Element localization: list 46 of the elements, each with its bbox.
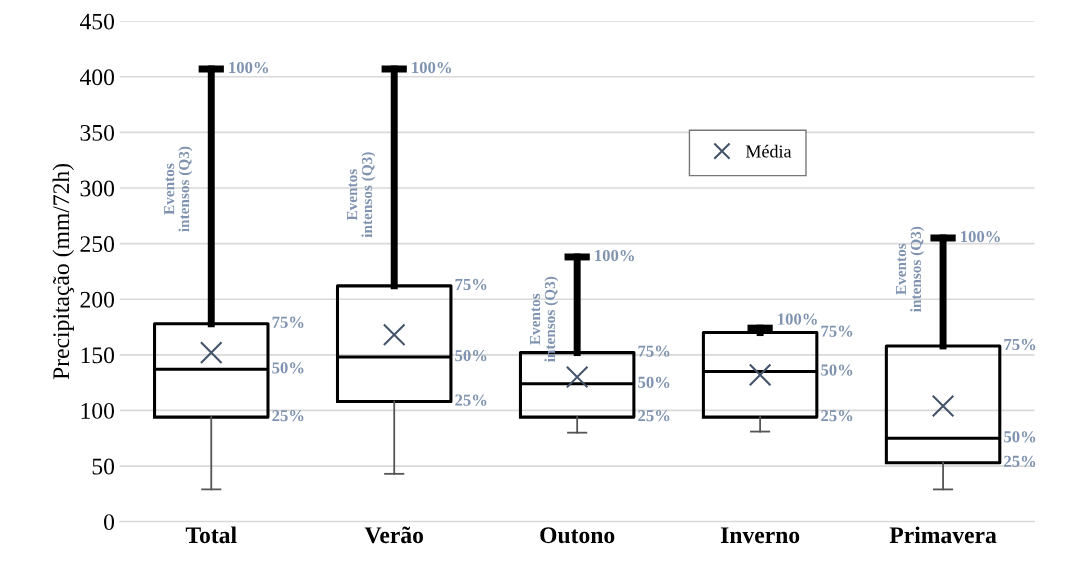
annotation: 50% [272, 362, 304, 374]
annotation: 50% [638, 376, 670, 388]
annotation: 25% [1004, 455, 1036, 467]
y-tick-label: 250 [80, 236, 115, 253]
annotation: Eventos intensos (Q3) [347, 152, 376, 238]
y-tick-label: 300 [80, 180, 115, 197]
x-tick-label: Inverno [720, 527, 800, 544]
annotation: 100% [961, 230, 1000, 243]
annotation: 75% [638, 345, 670, 357]
x-tick-label: Verão [364, 526, 424, 544]
y-tick-label: 450 [79, 13, 115, 30]
y-tick-label: 150 [81, 347, 115, 364]
annotation: Eventos intensos (Q3) [895, 226, 925, 312]
annotation: Eventos intensos (Q3) [530, 276, 559, 362]
annotation: 100% [229, 61, 269, 74]
annotation: 100% [778, 313, 817, 325]
annotation: 50% [1004, 431, 1036, 443]
annotation: 25% [638, 410, 670, 422]
annotation: 25% [821, 410, 853, 422]
point [565, 365, 589, 389]
annotation: 25% [455, 394, 487, 406]
annotation: 50% [455, 349, 487, 362]
y-axis-title: Precipitação (mm/72h) [52, 163, 74, 380]
x-tick-label: Primavera [889, 526, 997, 544]
x-tick-label: Total [185, 526, 237, 544]
point [199, 341, 223, 364]
annotation: Eventos intensos (Q3) [164, 146, 193, 232]
annotation: 75% [821, 325, 853, 337]
annotation: 50% [821, 364, 853, 376]
y-tick-label: 50 [92, 458, 115, 475]
y-tick-label: 200 [80, 291, 115, 308]
y-tick-label: 400 [79, 69, 115, 86]
y-tick-label: 0 [104, 514, 115, 531]
y-tick-label: 100 [81, 402, 115, 419]
point [931, 394, 955, 418]
annotation: 25% [272, 410, 304, 422]
annotation: 75% [455, 278, 487, 291]
point [382, 323, 406, 347]
y-tick-label: 350 [80, 124, 115, 141]
point [748, 363, 772, 387]
annotation: 75% [272, 316, 304, 328]
legend-label: Média [745, 144, 792, 158]
annotation: 100% [595, 249, 634, 262]
annotation: 100% [412, 61, 451, 74]
annotation: 75% [1004, 338, 1036, 351]
x-tick-label: Outono [540, 527, 615, 544]
